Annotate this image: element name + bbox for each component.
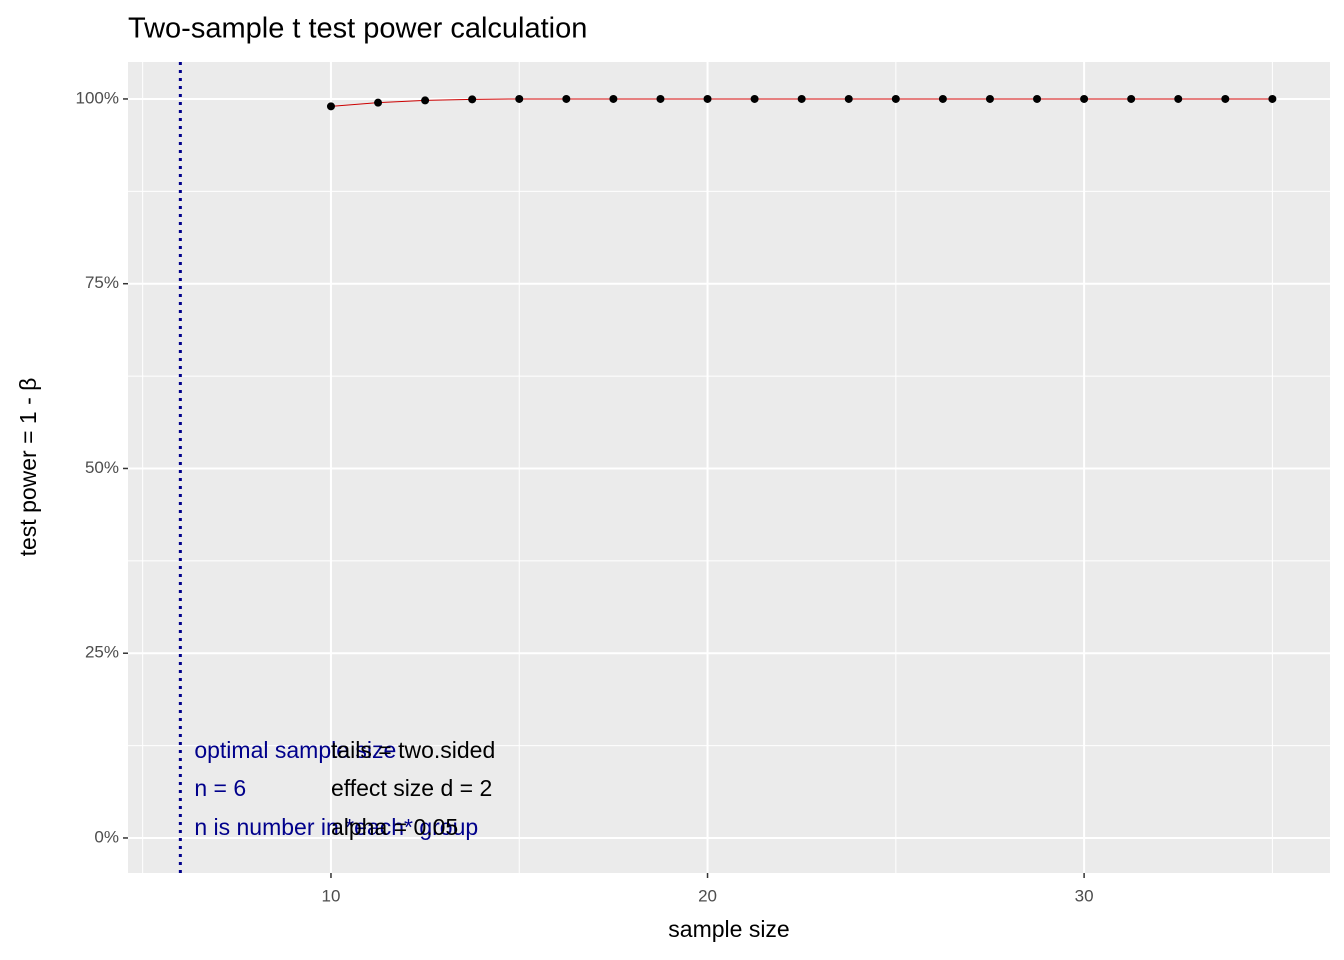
point xyxy=(750,94,759,103)
y-axis-label: test power = 1 - β xyxy=(15,378,41,557)
point xyxy=(1174,94,1183,103)
point xyxy=(891,94,900,103)
y-tick-label: 25% xyxy=(85,643,119,662)
point xyxy=(326,102,335,111)
point xyxy=(985,94,994,103)
point xyxy=(562,94,571,103)
y-tick-label: 0% xyxy=(94,827,119,846)
y-tick-label: 75% xyxy=(85,273,119,292)
annotation: n = 6 xyxy=(194,775,246,801)
point xyxy=(1221,94,1230,103)
annotation: optimal sample size xyxy=(194,737,396,763)
x-tick-label: 20 xyxy=(698,886,717,905)
annotation: effect size d = 2 xyxy=(331,775,492,801)
point xyxy=(844,94,853,103)
point xyxy=(1268,94,1277,103)
y-tick-label: 50% xyxy=(85,458,119,477)
y-tick-label: 100% xyxy=(76,88,119,107)
point xyxy=(1127,94,1136,103)
annotation: tails = two.sided xyxy=(331,737,495,763)
point xyxy=(374,98,383,107)
point xyxy=(609,94,618,103)
point xyxy=(656,94,665,103)
annotation: n is number in *each* group xyxy=(194,814,478,840)
point xyxy=(1080,94,1089,103)
point xyxy=(703,94,712,103)
point xyxy=(468,95,477,104)
x-tick-label: 10 xyxy=(322,886,341,905)
point xyxy=(515,94,524,103)
point xyxy=(421,96,430,105)
annotation: alpha = 0.05 xyxy=(331,814,458,840)
x-tick-label: 30 xyxy=(1075,886,1094,905)
point xyxy=(797,94,806,103)
chart-title: Two-sample t test power calculation xyxy=(128,13,587,45)
x-axis-label: sample size xyxy=(668,916,789,942)
point xyxy=(938,94,947,103)
point xyxy=(1033,94,1042,103)
